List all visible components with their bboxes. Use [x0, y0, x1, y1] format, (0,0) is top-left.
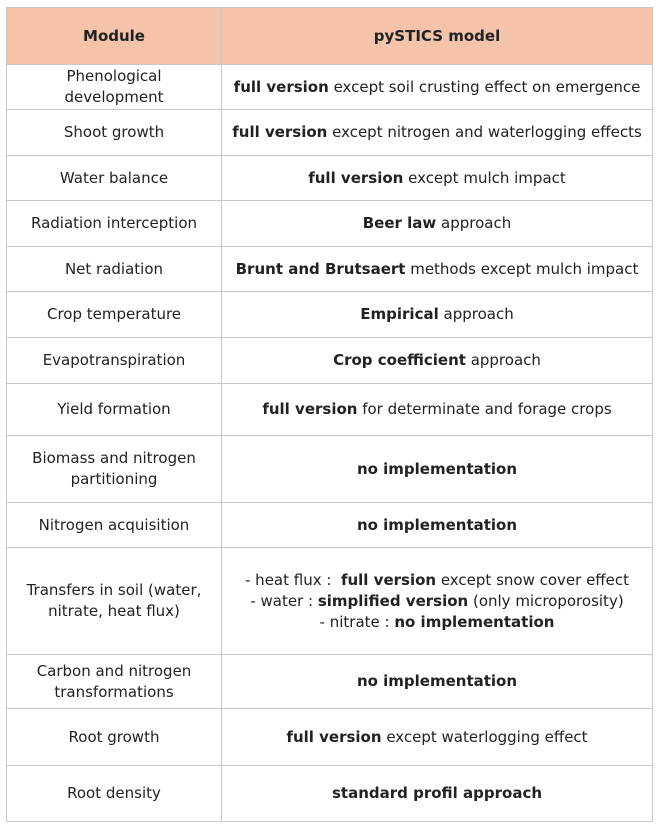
module-line: Transfers in soil (water,	[26, 581, 202, 599]
model-bold: standard profil approach	[331, 784, 543, 802]
module-cell: Shoot growth	[6, 109, 222, 156]
table-row: Crop temperature Empirical approach	[6, 291, 653, 338]
module-cell: Water balance	[6, 155, 222, 201]
header-module: Module	[6, 7, 222, 65]
model-bold: full version	[262, 400, 358, 418]
model-text: except mulch impact	[403, 168, 566, 187]
model-text: approach	[465, 351, 541, 369]
model-bold: full version	[340, 570, 437, 589]
model-cell: no implementation	[221, 435, 653, 503]
table-row: Shoot growth full version except nitroge…	[6, 109, 653, 156]
module-model-table: Module pySTICS model Phenological develo…	[6, 7, 653, 822]
module-line: partitioning	[70, 470, 158, 488]
model-bold: no implementation	[394, 612, 555, 631]
header-row: Module pySTICS model	[6, 7, 653, 65]
module-line: transformations	[54, 682, 174, 701]
model-cell: Brunt and Brutsaert methods except mulch…	[221, 246, 653, 292]
module-cell: Root growth	[6, 708, 222, 766]
header-model: pySTICS model	[221, 7, 653, 65]
model-text: for determinate and forage crops	[357, 400, 612, 418]
model-line: - nitrate : no implementation	[230, 612, 644, 633]
model-text: approach	[436, 214, 512, 232]
table-row: Root growth full version except waterlog…	[6, 708, 653, 766]
model-cell: full version except mulch impact	[221, 155, 653, 201]
module-line: nitrate, heat flux)	[48, 602, 180, 620]
model-cell: Crop coefficient approach	[221, 337, 653, 384]
model-text: except waterlogging effect	[381, 727, 588, 746]
model-text: except snow cover effect	[436, 570, 629, 589]
model-bold: full version	[233, 77, 329, 96]
model-cell: full version except soil crusting effect…	[221, 64, 653, 110]
model-line: - heat flux : full version except snow c…	[230, 570, 644, 591]
model-bold: Crop coefficient	[333, 351, 466, 369]
model-text: except nitrogen and waterlogging effects	[327, 123, 642, 141]
table-row: Root density standard profil approach	[6, 765, 653, 822]
model-cell: standard profil approach	[221, 765, 653, 822]
table-row: Net radiation Brunt and Brutsaert method…	[6, 246, 653, 292]
model-bold: full version	[232, 123, 328, 141]
model-cell: full version except waterlogging effect	[221, 708, 653, 766]
table-row: Nitrogen acquisition no implementation	[6, 502, 653, 548]
model-cell: full version for determinate and forage …	[221, 383, 653, 436]
model-text: approach	[438, 305, 514, 323]
model-cell: - heat flux : full version except snow c…	[221, 547, 653, 655]
module-cell: Carbon and nitrogen transformations	[6, 654, 222, 709]
table-row: Biomass and nitrogen partitioning no impl…	[6, 435, 653, 503]
model-bold: Empirical	[360, 305, 439, 323]
model-line: - water : simplified version (only micro…	[230, 591, 644, 612]
table-row: Evapotranspiration Crop coefficient appr…	[6, 337, 653, 384]
module-cell: Crop temperature	[6, 291, 222, 338]
model-bold: Brunt and Brutsaert	[235, 259, 406, 278]
module-cell: Biomass and nitrogen partitioning	[6, 435, 222, 503]
model-bold: full version	[286, 727, 382, 746]
table-row: Water balance full version except mulch …	[6, 155, 653, 201]
model-bold: no implementation	[356, 459, 518, 478]
module-cell: Radiation interception	[6, 200, 222, 247]
table-row: Radiation interception Beer law approach	[6, 200, 653, 247]
module-cell: Transfers in soil (water, nitrate, heat f…	[6, 547, 222, 655]
model-text: except soil crusting effect on emergence	[328, 77, 641, 96]
module-cell: Nitrogen acquisition	[6, 502, 222, 548]
module-cell: Evapotranspiration	[6, 337, 222, 384]
model-bold: full version	[308, 168, 404, 187]
module-cell: Phenological development	[6, 64, 222, 110]
model-text: (only microporosity)	[468, 591, 624, 610]
table-row: Transfers in soil (water, nitrate, heat f…	[6, 547, 653, 655]
model-bold: no implementation	[356, 672, 518, 690]
model-prefix: - heat flux :	[245, 570, 341, 589]
model-text: methods except mulch impact	[405, 259, 639, 278]
model-cell: Beer law approach	[221, 200, 653, 247]
model-cell: full version except nitrogen and waterlo…	[221, 109, 653, 156]
model-bold: simplified version	[317, 591, 469, 610]
module-cell: Yield formation	[6, 383, 222, 436]
module-cell: Net radiation	[6, 246, 222, 292]
module-line: Biomass and nitrogen	[32, 449, 196, 467]
pystics-table-container: Module pySTICS model Phenological develo…	[6, 7, 653, 822]
model-cell: no implementation	[221, 502, 653, 548]
module-cell: Root density	[6, 765, 222, 822]
module-line: Carbon and nitrogen	[36, 661, 192, 680]
model-prefix: - nitrate :	[319, 612, 395, 631]
table-row: Phenological development full version ex…	[6, 64, 653, 110]
model-cell: Empirical approach	[221, 291, 653, 338]
model-bold: Beer law	[362, 214, 437, 232]
model-prefix: - water :	[250, 591, 318, 610]
model-bold: no implementation	[356, 515, 518, 534]
model-cell: no implementation	[221, 654, 653, 709]
table-row: Yield formation full version for determi…	[6, 383, 653, 436]
table-row: Carbon and nitrogen transformations no im…	[6, 654, 653, 709]
